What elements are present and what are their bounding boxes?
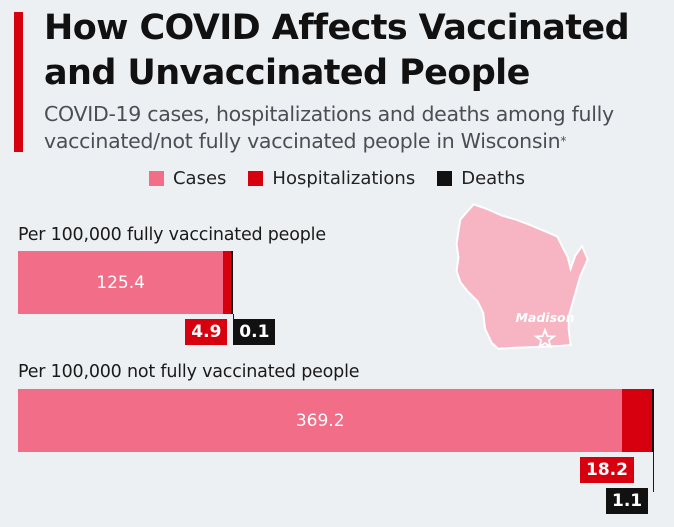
- group-label-fully-vaccinated: Per 100,000 fully vaccinated people: [18, 225, 326, 245]
- legend-item-cases: Cases: [148, 168, 227, 189]
- group-label-not-fully-vaccinated: Per 100,000 not fully vaccinated people: [18, 362, 360, 382]
- bar-deaths-not-fully-vaccinated: [652, 389, 654, 452]
- value-label-hospitalizations-fully-vaccinated: 4.9: [185, 319, 228, 345]
- legend-label-cases: Cases: [172, 168, 227, 189]
- star-icon: [533, 327, 557, 349]
- legend-swatch-deaths: [437, 171, 453, 186]
- wisconsin-map: Madison: [455, 203, 589, 350]
- map-label-madison: Madison: [515, 310, 574, 325]
- legend-swatch-cases: [148, 171, 164, 186]
- bar-deaths-fully-vaccinated: [231, 251, 233, 314]
- connector-deaths-not-fully-vaccinated: [653, 452, 654, 492]
- bar-hospitalizations-not-fully-vaccinated: [622, 389, 653, 452]
- legend-label-hospitalizations: Hospitalizations: [272, 168, 416, 189]
- value-label-cases-fully-vaccinated: 125.4: [96, 272, 145, 293]
- accent-bar: [14, 12, 23, 152]
- legend-label-deaths: Deaths: [461, 168, 526, 189]
- chart-title: How COVID Affects Vaccinated and Unvacci…: [44, 8, 630, 93]
- wisconsin-shape: [455, 203, 589, 350]
- connector-deaths-fully-vaccinated: [233, 314, 235, 320]
- bar-cases-fully-vaccinated: [18, 251, 224, 314]
- value-label-deaths-fully-vaccinated: 0.1: [233, 319, 276, 345]
- bar-row-fully-vaccinated: 125.4: [18, 251, 654, 314]
- bar-cases-not-fully-vaccinated: [18, 389, 623, 452]
- chart-subtitle: COVID-19 cases, hospitalizations and dea…: [44, 101, 664, 158]
- legend-item-deaths: Deaths: [437, 168, 525, 189]
- legend-swatch-hospitalizations: [248, 171, 264, 186]
- legend: Cases Hospitalizations Deaths: [0, 168, 674, 189]
- value-label-hospitalizations-not-fully-vaccinated: 18.2: [580, 457, 634, 483]
- bar-row-not-fully-vaccinated: 369.2: [18, 389, 654, 452]
- value-label-cases-not-fully-vaccinated: 369.2: [295, 410, 345, 431]
- value-label-deaths-not-fully-vaccinated: 1.1: [606, 488, 649, 514]
- bar-hospitalizations-fully-vaccinated: [223, 251, 232, 314]
- legend-item-hospitalizations: Hospitalizations: [248, 168, 415, 189]
- footnote-mark: *: [560, 134, 567, 148]
- subtitle-text: COVID-19 cases, hospitalizations and dea…: [44, 102, 614, 153]
